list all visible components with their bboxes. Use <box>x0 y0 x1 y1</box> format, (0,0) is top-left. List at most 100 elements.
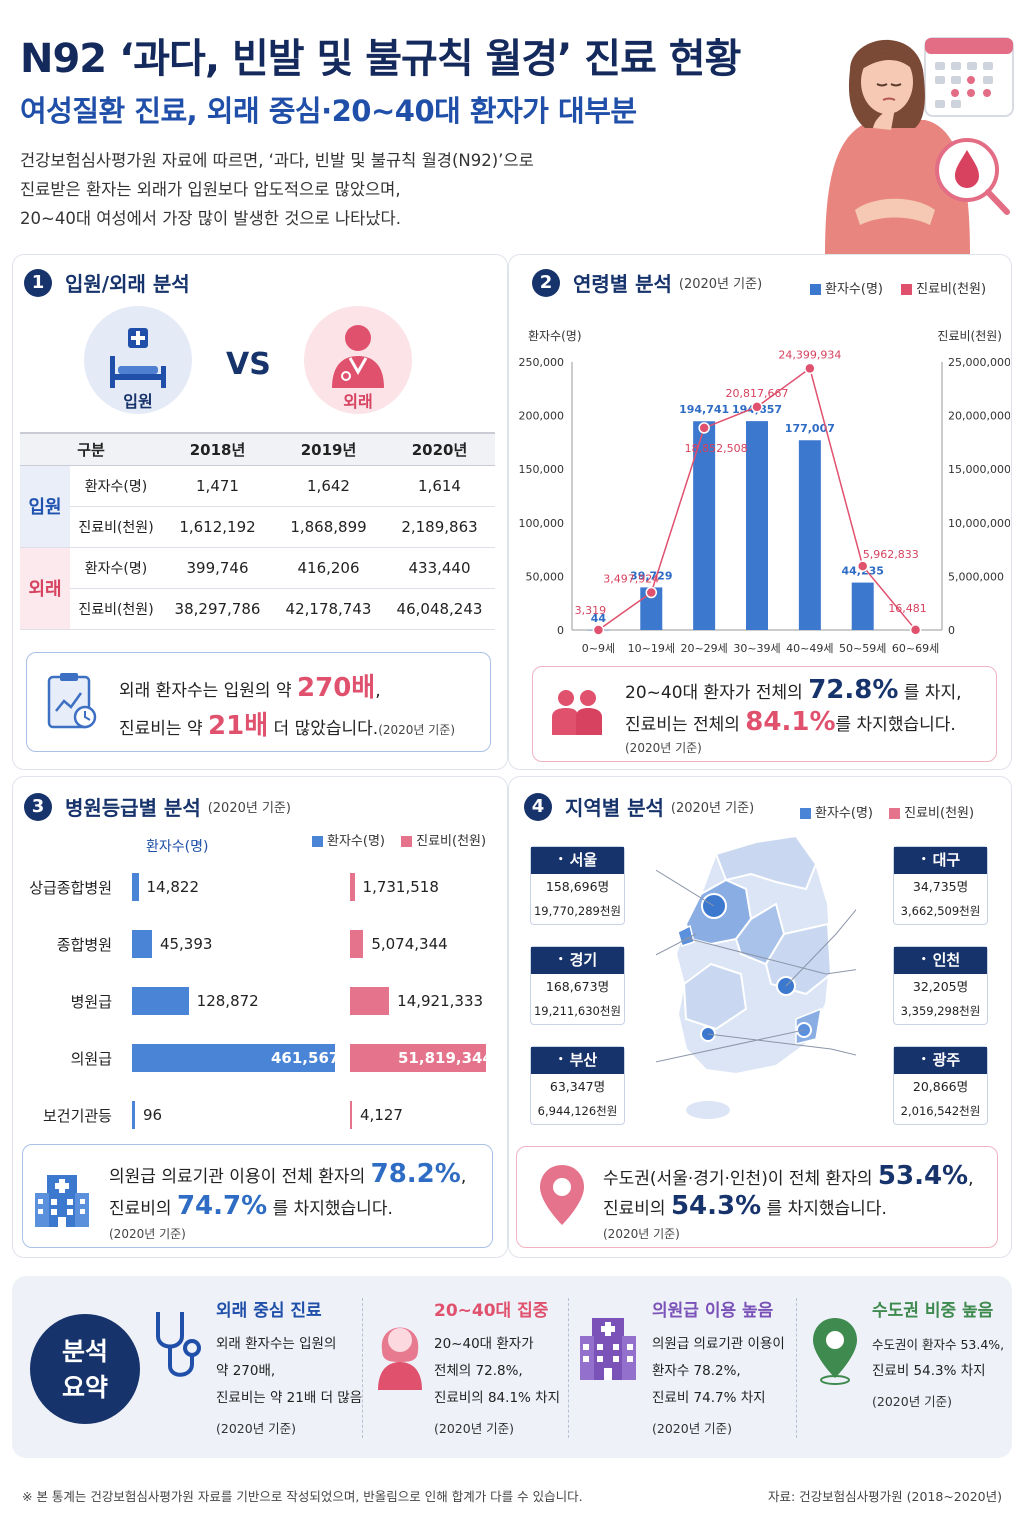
region-cost: 19,770,289천원 <box>533 904 621 918</box>
table-cell: 38,297,786 <box>162 588 273 630</box>
table-cell: 1,868,899 <box>273 506 384 548</box>
group-label: 외래 <box>20 547 70 630</box>
section-subtitle: (2020년 기준) <box>207 801 291 816</box>
header: N92 ‘과다, 빈발 및 불규칙 월경’ 진료 현황 여성질환 진료, 외래 … <box>0 0 1024 255</box>
summary-item-line: 약 270배, <box>216 1363 276 1379</box>
hospital-grade-row: 보건기관등 96 4,127 <box>0 1100 500 1130</box>
region-name: • 인천 <box>894 947 987 974</box>
region-cost: 19,211,630천원 <box>533 1004 621 1018</box>
y-tick-label: 150,000 <box>519 463 565 476</box>
legend-swatch-cost <box>901 284 913 295</box>
section1-callout: 외래 환자수는 입원의 약 270배, 진료비는 약 21배 더 많았습니다.(… <box>26 652 491 752</box>
section4-title: 4 지역별 분석 (2020년 기준) <box>524 792 754 821</box>
callout-text: , <box>375 681 381 701</box>
callout-line-2: 진료비는 약 21배 더 많았습니다.(2020년 기준) <box>119 705 455 742</box>
region-box: • 대구 34,735명 3,662,509천원 <box>893 846 988 925</box>
table-header-row: 구분 2018년 2019년 2020년 <box>20 432 495 466</box>
callout-text: , <box>968 1169 974 1189</box>
bullet-icon: • <box>557 855 564 865</box>
callout-note: (2020년 기준) <box>109 1227 186 1241</box>
people-group-icon <box>552 690 602 735</box>
bar-cost-label: 51,819,344 <box>398 1049 493 1067</box>
bar-patients-label: 461,567 <box>271 1049 340 1067</box>
line-data-label: 20,817,667 <box>726 387 789 400</box>
line-data-label: 18,852,508 <box>685 442 748 455</box>
legend-swatch-cost <box>401 836 413 847</box>
region-name: • 경기 <box>531 947 624 974</box>
bar-patients <box>132 1101 135 1129</box>
stethoscope-icon <box>156 1312 201 1377</box>
bar-cost-label: 5,074,344 <box>371 935 448 953</box>
bar-data-label: 44 <box>591 612 607 625</box>
region-cost: 3,359,298천원 <box>900 1004 981 1018</box>
callout-line-1: 20~40대 환자가 전체의 72.8% 를 차지, <box>625 675 962 705</box>
section2-title: 2 연령별 분석 (2020년 기준) <box>532 268 762 297</box>
section2-callout: 20~40대 환자가 전체의 72.8% 를 차지, 진료비는 전체의 84.1… <box>532 666 997 762</box>
hospital-grade-row: 상급종합병원 14,822 1,731,518 <box>0 872 500 902</box>
callout-highlight: 54.3% <box>670 1191 762 1221</box>
summary-badge: 분석 요약 <box>30 1314 140 1424</box>
x-tick-label: 20~29세 <box>680 642 727 655</box>
region-patients: 34,735명 <box>912 879 969 894</box>
table-cell: 1,471 <box>162 465 273 507</box>
summary-item-line: 진료비는 약 21배 더 많음 <box>216 1390 363 1406</box>
bullet-icon: • <box>557 1055 564 1065</box>
region-patients: 158,696명 <box>545 879 610 894</box>
x-tick-label: 50~59세 <box>839 642 886 655</box>
section-number: 2 <box>532 268 560 297</box>
summary-item-line: 의원급 의료기관 이용이 <box>652 1336 785 1352</box>
table-cell: 399,746 <box>162 547 273 589</box>
chart-legend: 환자수(명) 진료비(천원) <box>312 830 486 849</box>
bar-patients <box>640 587 663 630</box>
x-tick-label: 10~19세 <box>628 642 675 655</box>
y2-axis-title: 진료비(천원) <box>937 328 1002 343</box>
line-point-cost <box>698 422 710 434</box>
footer-source: 자료: 건강보험심사평가원 (2018~2020년) <box>767 1489 1002 1504</box>
intro-line: 20~40대 여성에서 가장 많이 발생한 것으로 나타났다. <box>20 209 401 228</box>
bar-cost-label: 1,731,518 <box>362 878 439 896</box>
summary-item-line: 진료비의 84.1% 차지 <box>434 1390 560 1406</box>
summary-item-line: 외래 환자수는 입원의 <box>216 1336 337 1352</box>
callout-text: 외래 환자수는 입원의 약 <box>119 681 298 701</box>
legend-label: 진료비(천원) <box>916 282 987 297</box>
page-title: N92 ‘과다, 빈발 및 불규칙 월경’ 진료 현황 <box>20 36 741 82</box>
bar-data-label: 194,741 <box>679 403 729 416</box>
legend-swatch-patients <box>810 284 821 295</box>
callout-text: 더 많았습니다. <box>268 719 379 739</box>
table-cell: 1,612,192 <box>162 506 273 548</box>
hospital-grade-label: 병원급 <box>70 993 112 1011</box>
hospital-grade-row: 의원급 461,567 51,819,344 <box>0 1043 500 1073</box>
age-combo-chart: 환자수(명) 진료비(천원) 0 50,000 100,000 150,000 200,00… <box>519 328 1011 655</box>
callout-text: 진료비는 약 <box>119 719 209 739</box>
callout-line-1: 외래 환자수는 입원의 약 270배, <box>119 667 381 704</box>
region-patients: 63,347명 <box>549 1079 606 1094</box>
bar-patients <box>798 440 821 630</box>
hospital-grade-label: 의원급 <box>70 1050 112 1068</box>
y2-tick-label: 0 <box>948 624 955 637</box>
y2-tick-label: 15,000,000 <box>948 463 1010 476</box>
region-cost: 3,662,509천원 <box>900 904 981 918</box>
callout-highlight: 84.1% <box>745 707 836 737</box>
line-point-cost <box>909 624 922 636</box>
legend-swatch-patients <box>312 836 323 847</box>
summary-item-head: 20~40대 집중 <box>434 1301 549 1321</box>
y2-tick-label: 5,000,000 <box>948 570 1004 583</box>
legend-label: 진료비(천원) <box>416 834 487 849</box>
y-tick-label: 0 <box>557 624 564 637</box>
bar-patients <box>132 930 152 958</box>
bar-patients <box>851 582 874 630</box>
inpatient-circle: 입원 <box>84 306 192 414</box>
bullet-icon: • <box>920 955 927 965</box>
bullet-icon: • <box>920 855 927 865</box>
summary-item: 20~40대 집중 20~40대 환자가 전체의 72.8%, 진료비의 84.… <box>434 1296 646 1446</box>
calendar-icon <box>924 37 1014 117</box>
intro-line: 건강보험심사평가원 자료에 따르면, ‘과다, 빈발 및 불규칙 월경(N92)… <box>20 151 534 170</box>
callout-text: 를 차지했습니다. <box>761 1199 887 1219</box>
table-cell: 46,048,243 <box>384 588 495 630</box>
blood-drop-magnifier-icon <box>935 138 1010 215</box>
x-tick-label: 40~49세 <box>786 642 833 655</box>
summary-item-line: 수도권이 환자수 53.4%, <box>872 1337 1005 1352</box>
line-data-label: 3,319 <box>575 604 607 617</box>
row-label: 환자수(명) <box>70 465 162 507</box>
intro-line: 진료받은 환자는 외래가 입원보다 압도적으로 많았으며, <box>20 180 401 199</box>
